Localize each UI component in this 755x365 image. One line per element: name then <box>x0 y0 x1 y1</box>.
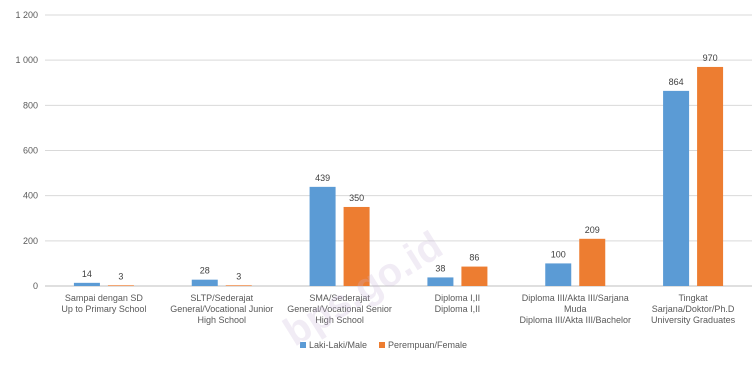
bar-male <box>73 282 100 286</box>
data-label: 439 <box>315 173 330 183</box>
data-label: 14 <box>82 269 92 279</box>
category-label: Diploma III/Akta III/Sarjana <box>522 293 629 303</box>
category-label: High School <box>197 315 246 325</box>
bar-male <box>427 277 454 286</box>
category-label: General/Vocational Junior <box>170 304 273 314</box>
y-tick-label: 1 200 <box>15 10 38 20</box>
data-label: 86 <box>469 253 479 263</box>
bar-female <box>343 206 370 286</box>
legend-swatch <box>379 342 385 348</box>
y-tick-label: 400 <box>23 191 38 201</box>
data-label: 209 <box>585 225 600 235</box>
legend-label: Perempuan/Female <box>388 340 467 350</box>
bar-male <box>309 186 336 286</box>
category-label: Tingkat <box>678 293 708 303</box>
category-label: Sampai dengan SD <box>65 293 144 303</box>
category-label: General/Vocational Senior <box>287 304 392 314</box>
y-tick-label: 1 000 <box>15 55 38 65</box>
bar-male <box>191 279 218 286</box>
bar-male <box>663 90 690 286</box>
y-tick-label: 200 <box>23 236 38 246</box>
bar-female <box>697 66 724 286</box>
data-label: 864 <box>669 77 684 87</box>
category-label: Diploma I,II <box>435 304 481 314</box>
data-label: 350 <box>349 193 364 203</box>
data-label: 28 <box>200 266 210 276</box>
category-label: Diploma III/Akta III/Bachelor <box>519 315 631 325</box>
data-label: 970 <box>703 53 718 63</box>
data-label: 3 <box>118 271 123 281</box>
legend: Laki-Laki/Male Perempuan/Female <box>300 340 467 350</box>
data-label: 38 <box>435 263 445 273</box>
category-label: Diploma I,II <box>435 293 481 303</box>
bar-female <box>107 285 134 286</box>
gridlines <box>45 14 752 287</box>
bar-male <box>545 263 572 286</box>
category-label: High School <box>315 315 364 325</box>
bars <box>73 66 724 286</box>
y-axis-ticks: 0 200 400 600 800 1 000 1 200 <box>15 10 38 291</box>
legend-swatch <box>300 342 306 348</box>
bar-female <box>579 238 606 286</box>
y-tick-label: 600 <box>23 146 38 156</box>
bar-female <box>461 266 488 286</box>
bar-female <box>225 285 252 286</box>
y-tick-label: 800 <box>23 100 38 110</box>
data-labels: 14 3 28 3 439 350 38 86 100 209 864 970 <box>82 53 718 281</box>
category-label: Up to Primary School <box>61 304 146 314</box>
y-tick-label: 0 <box>33 281 38 291</box>
category-label: Muda <box>564 304 587 314</box>
data-label: 3 <box>236 271 241 281</box>
legend-label: Laki-Laki/Male <box>309 340 367 350</box>
category-label: SMA/Sederajat <box>309 293 370 303</box>
data-label: 100 <box>551 249 566 259</box>
category-label: University Graduates <box>651 315 736 325</box>
category-label: SLTP/Sederajat <box>190 293 253 303</box>
category-label: Sarjana/Doktor/Ph.D <box>652 304 735 314</box>
